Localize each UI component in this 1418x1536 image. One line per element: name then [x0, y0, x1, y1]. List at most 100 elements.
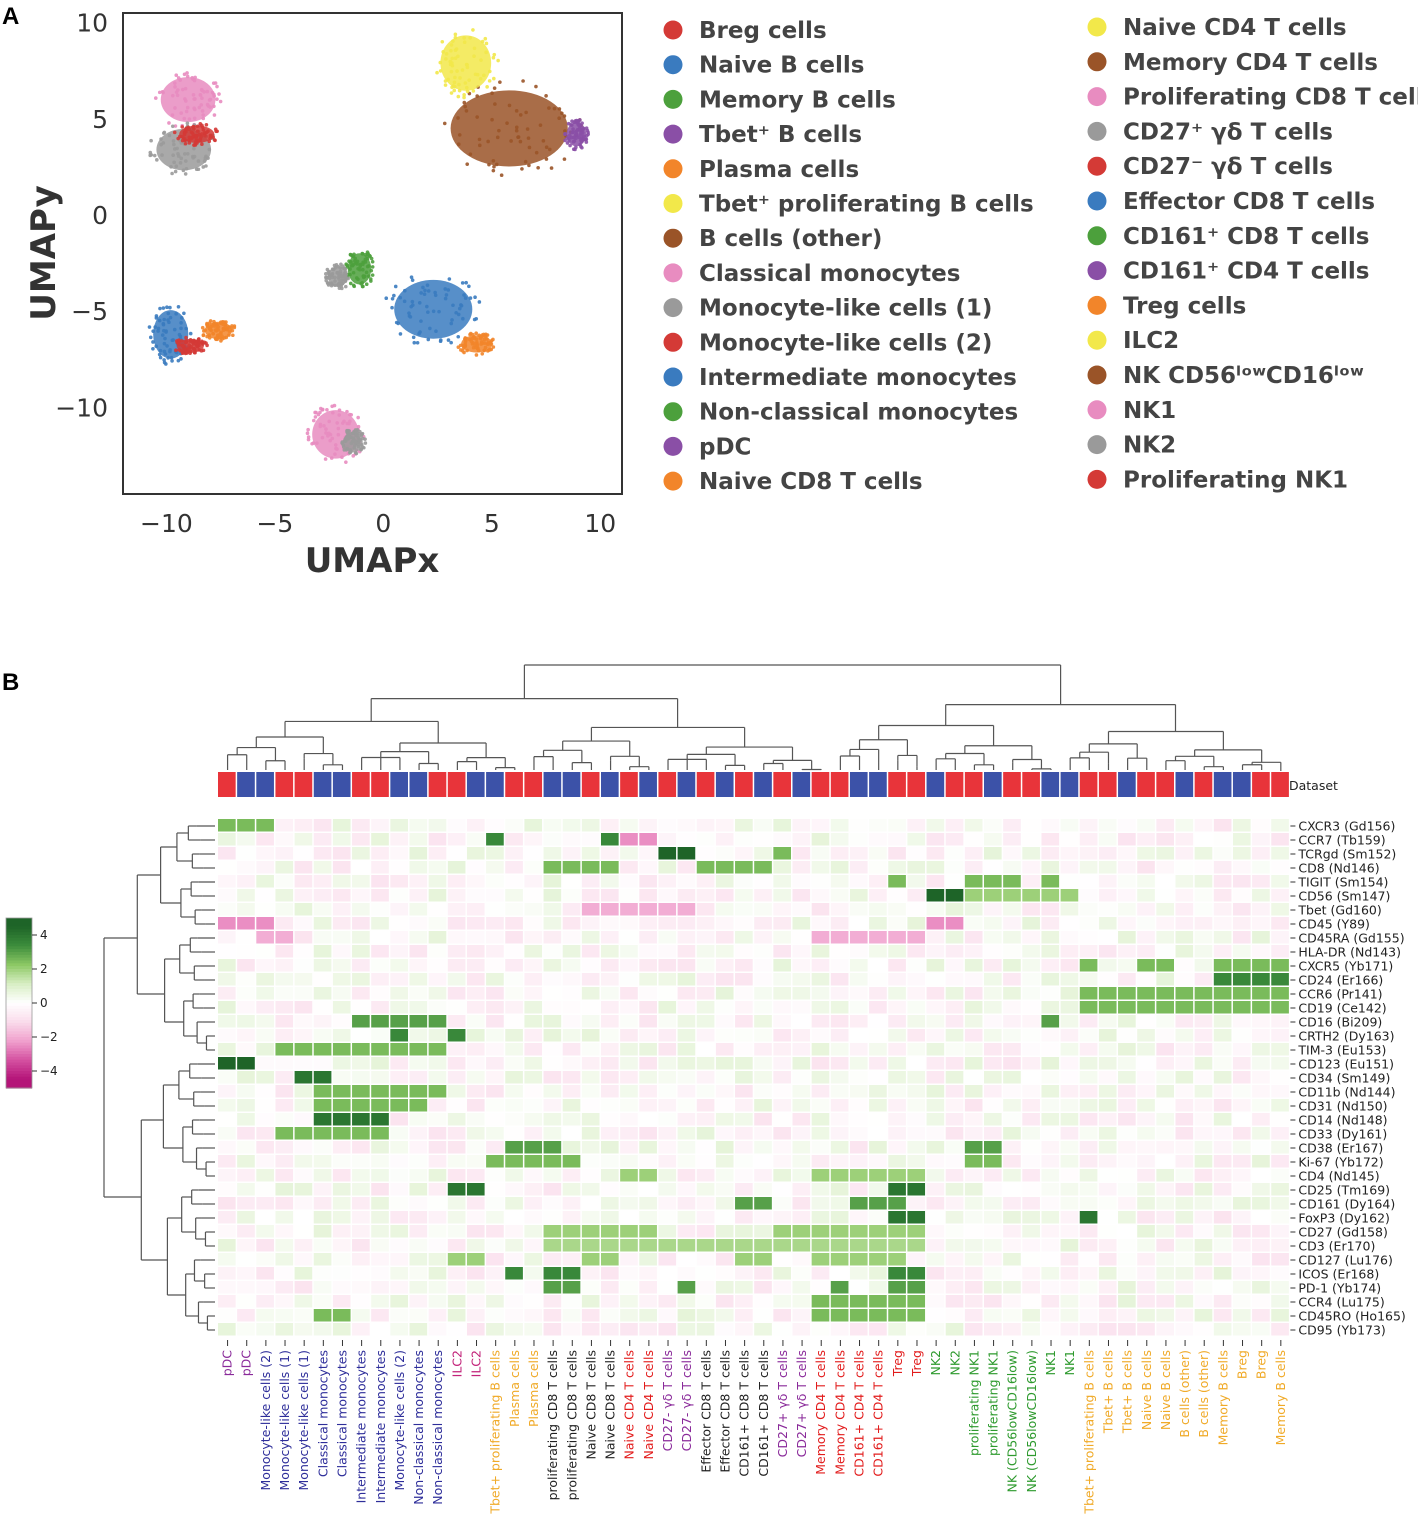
- heatmap-cell: [1252, 1001, 1270, 1014]
- heatmap-cell: [773, 1057, 791, 1070]
- heatmap-cell: [773, 917, 791, 930]
- umap-point: [329, 283, 334, 288]
- heatmap-cell: [754, 889, 772, 902]
- umap-point: [491, 337, 495, 342]
- heatmap-cell: [294, 1323, 313, 1336]
- heatmap-cell: [409, 1169, 428, 1182]
- umap-point: [491, 158, 496, 163]
- heatmap-cell: [409, 1211, 428, 1224]
- umap-point: [165, 305, 169, 310]
- umap-point: [176, 151, 180, 156]
- colorbar-tick-label: 4: [40, 928, 48, 942]
- heatmap-cell: [371, 1099, 389, 1112]
- heatmap-cell: [773, 889, 791, 902]
- heatmap-cell: [1271, 1295, 1289, 1308]
- heatmap-cell: [390, 1155, 408, 1168]
- heatmap-cell: [888, 987, 906, 1000]
- heatmap-cell: [294, 1309, 313, 1322]
- heatmap-cell: [1041, 1323, 1060, 1336]
- heatmap-cell: [849, 1267, 868, 1280]
- heatmap-cell: [237, 903, 255, 916]
- umap-point: [453, 75, 457, 80]
- heatmap-cell: [696, 931, 715, 944]
- heatmap-cell: [849, 1323, 868, 1336]
- umap-point: [217, 92, 221, 96]
- heatmap-cell: [1022, 973, 1040, 986]
- legend-label: CD161⁺ CD8 T cells: [1123, 224, 1370, 250]
- heatmap-cell: [371, 1197, 389, 1210]
- heatmap-cell: [409, 1113, 428, 1126]
- umap-point: [167, 121, 171, 125]
- heatmap-cell: [715, 1043, 734, 1056]
- heatmap-cell: [907, 819, 926, 832]
- heatmap-cell: [1060, 1001, 1079, 1014]
- umap-point: [219, 320, 223, 325]
- heatmap-cell: [1098, 833, 1117, 846]
- umap-point: [194, 135, 198, 140]
- heatmap-cell: [237, 861, 255, 874]
- heatmap-cell: [256, 903, 274, 916]
- heatmap-cell: [505, 1295, 523, 1308]
- heatmap-cell: [620, 1155, 638, 1168]
- umap-point: [215, 84, 219, 89]
- legend-label: B cells (other): [699, 226, 882, 252]
- heatmap-cell: [658, 1085, 677, 1098]
- heatmap-cell: [964, 931, 983, 944]
- heatmap-cell: [352, 1295, 370, 1308]
- umap-point: [187, 117, 192, 121]
- heatmap-cell: [1213, 1281, 1232, 1294]
- heatmap-cell: [218, 931, 236, 944]
- heatmap-cell: [984, 1113, 1002, 1126]
- umap-point: [370, 259, 375, 264]
- umap-point: [193, 75, 197, 80]
- legend-label: NK2: [1123, 433, 1176, 459]
- heatmap-cell: [505, 1197, 523, 1210]
- umap-point: [192, 346, 196, 351]
- heatmap-cell: [524, 1211, 543, 1224]
- heatmap-cell: [505, 1085, 523, 1098]
- umap-point: [423, 288, 427, 293]
- heatmap-cell: [390, 1253, 408, 1266]
- umap-point: [185, 121, 190, 126]
- heatmap-cell: [639, 1043, 657, 1056]
- heatmap-cell: [1098, 1029, 1117, 1042]
- umap-point: [173, 81, 177, 85]
- heatmap-cell: [926, 1253, 945, 1266]
- heatmap-cell: [715, 819, 734, 832]
- heatmap-cell: [696, 973, 715, 986]
- umap-point: [201, 348, 206, 353]
- heatmap-cell: [447, 931, 466, 944]
- dataset-cell: [945, 772, 964, 797]
- heatmap-cell: [505, 833, 523, 846]
- umap-point: [495, 135, 500, 140]
- heatmap-cell: [1041, 1001, 1060, 1014]
- umap-point: [349, 260, 353, 264]
- heatmap-cell: [811, 1281, 830, 1294]
- heatmap-cell: [524, 959, 543, 972]
- legend-item: ILC2: [1087, 328, 1179, 354]
- heatmap-cell: [773, 1015, 791, 1028]
- heatmap-cell: [256, 1071, 274, 1084]
- umap-point: [408, 315, 413, 319]
- heatmap-cell: [313, 987, 332, 1000]
- heatmap-column-label: CD161+ CD8 T cells: [756, 1350, 771, 1477]
- heatmap-cell: [218, 1071, 236, 1084]
- heatmap-cell: [830, 1169, 849, 1182]
- heatmap-column-label: Naive CD4 T cells: [622, 1350, 637, 1459]
- umap-point: [514, 109, 519, 113]
- umap-point: [179, 111, 184, 115]
- legend-item: B cells (other): [663, 226, 882, 252]
- heatmap-cell: [811, 1001, 830, 1014]
- heatmap-cell: [1252, 987, 1270, 1000]
- umap-point: [443, 83, 448, 87]
- heatmap-cell: [964, 1309, 983, 1322]
- umap-point: [483, 345, 488, 350]
- colorbar-step: [6, 1031, 32, 1035]
- umap-point: [306, 427, 310, 432]
- heatmap-row-label: CD33 (Dy161): [1298, 1127, 1387, 1142]
- heatmap-cell: [964, 1225, 983, 1238]
- heatmap-cell: [352, 1085, 370, 1098]
- heatmap-cell: [926, 1225, 945, 1238]
- heatmap-cell: [1175, 833, 1194, 846]
- heatmap-cell: [294, 1057, 313, 1070]
